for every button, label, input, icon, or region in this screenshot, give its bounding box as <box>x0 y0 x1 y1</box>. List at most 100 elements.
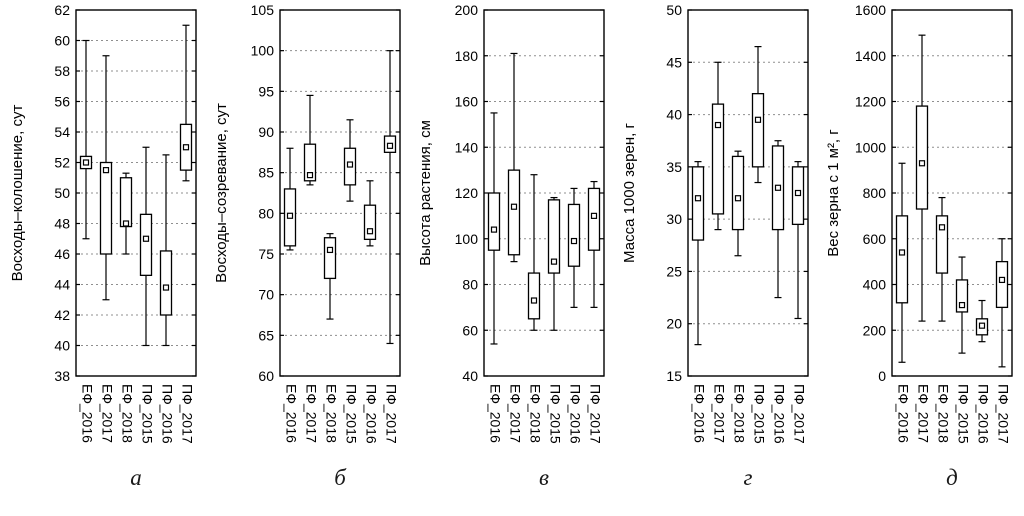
mean-marker <box>918 160 926 167</box>
gridlines <box>280 50 400 336</box>
boxplot-ПФ_2015 <box>955 256 969 354</box>
mean-marker <box>326 246 334 254</box>
boxplots <box>895 34 1009 368</box>
boxplot-ЕФ_2016 <box>487 112 501 345</box>
gridlines <box>892 55 1012 331</box>
x-tick-label: ЕФ_2016 <box>692 384 708 443</box>
boxplot-ЕФ_2017 <box>303 94 317 186</box>
mean-marker <box>590 212 598 219</box>
boxplot-ЕФ_2017 <box>915 34 929 322</box>
x-tick-label: ЕФ_2018 <box>936 384 952 443</box>
y-tick-label: 35 <box>666 159 682 175</box>
y-tick-label: 800 <box>863 185 887 201</box>
mean-marker <box>550 258 558 265</box>
x-tick-label: ЕФ_2017 <box>100 384 116 443</box>
y-tick-label: 46 <box>54 246 70 262</box>
x-tick-label: ПФ_2016 <box>160 384 176 444</box>
plot-frame <box>687 9 809 377</box>
boxplot-ЕФ_2017 <box>507 52 521 263</box>
y-tick-label: 52 <box>54 155 70 171</box>
panel-letter-b: б <box>334 465 346 490</box>
y-tick-label: 25 <box>666 263 682 279</box>
y-tick-label: 20 <box>666 316 682 332</box>
mean-marker <box>978 322 986 329</box>
mean-marker <box>898 249 906 256</box>
mean-marker <box>510 203 518 210</box>
boxplot-ЕФ_2018 <box>527 174 541 331</box>
x-tick-label: ПФ_2015 <box>548 384 564 444</box>
y-tick-label: 200 <box>455 2 479 18</box>
x-tick-label: ПФ_2016 <box>364 384 380 444</box>
chart-grain-mass-1000: ЕФ_2016 ЕФ_2017 ЕФ_2018 ПФ_2015 ПФ_2016 ПФ_20… <box>614 0 818 460</box>
x-tick-label: ЕФ_2016 <box>488 384 504 443</box>
mean-marker <box>694 195 702 202</box>
y-tick-label: 58 <box>54 63 70 79</box>
x-tick-label: ПФ_2016 <box>976 384 992 444</box>
boxplot-ПФ_2015 <box>547 196 561 331</box>
boxplot-ЕФ_2016 <box>691 161 705 346</box>
y-tick-label: 44 <box>54 277 70 293</box>
mean-marker <box>754 116 762 123</box>
mean-marker <box>386 142 394 149</box>
panel-letter-g: г <box>743 465 753 490</box>
boxplot-ПФ_2016 <box>771 140 785 299</box>
y-tick-label: 600 <box>863 231 887 247</box>
boxplot-ЕФ_2016 <box>895 162 909 363</box>
x-tick-label: ЕФ_2018 <box>120 384 136 443</box>
boxplot-ЕФ_2017 <box>99 55 113 301</box>
mean-marker <box>142 235 150 242</box>
mean-marker <box>286 212 294 219</box>
y-axis-label: Высота растения, см <box>417 120 434 266</box>
boxplot-ЕФ_2016 <box>283 147 297 251</box>
y-tick-label: 65 <box>258 327 274 343</box>
y-tick-label: 95 <box>258 83 274 99</box>
y-tick-label: 48 <box>54 216 70 232</box>
y-tick-label: 70 <box>258 287 274 303</box>
boxplot-ЕФ_2017 <box>711 61 725 231</box>
y-tick-label: 30 <box>666 211 682 227</box>
y-tick-label: 1600 <box>855 2 886 18</box>
y-axis: 60 65 70 75 80 85 90 95 100 105 <box>251 2 400 384</box>
x-tick-label: ЕФ_2016 <box>80 384 96 443</box>
x-tick-label: ПФ_2016 <box>568 384 584 444</box>
panel-a: ЕФ_2016 ЕФ_2017 ЕФ_2018 ПФ_2015 ПФ_2016 ПФ_20… <box>2 0 206 500</box>
boxplot-ПФ_2016 <box>159 154 173 347</box>
mean-marker <box>774 184 782 191</box>
x-tick-label: ЕФ_2016 <box>284 384 300 443</box>
y-tick-label: 200 <box>863 322 887 338</box>
chart-emergence-maturation: ЕФ_2016 ЕФ_2017 ЕФ_2018 ПФ_2015 ПФ_2016 ПФ_20… <box>206 0 410 460</box>
x-tick-label: ЕФ_2018 <box>732 384 748 443</box>
y-tick-label: 1000 <box>855 139 886 155</box>
panel-letter-a: а <box>130 465 142 490</box>
y-tick-label: 40 <box>666 107 682 123</box>
chart-grain-weight-m2: ЕФ_2016 ЕФ_2017 ЕФ_2018 ПФ_2015 ПФ_2016 ПФ_20… <box>818 0 1022 460</box>
y-tick-label: 60 <box>54 33 70 49</box>
boxplot-ЕФ_2016 <box>79 39 93 240</box>
mean-marker <box>958 301 966 309</box>
y-tick-label: 80 <box>258 205 274 221</box>
mean-marker <box>102 167 110 174</box>
mean-marker <box>122 220 130 227</box>
boxplot-ЕФ_2018 <box>323 233 337 320</box>
y-tick-label: 54 <box>54 124 70 140</box>
y-tick-label: 180 <box>455 48 479 64</box>
mean-marker <box>734 195 742 202</box>
y-tick-label: 45 <box>666 54 682 70</box>
mean-marker <box>182 144 190 151</box>
chart-svg: ЕФ_2016 ЕФ_2017 ЕФ_2018 ПФ_2015 ПФ_2016 ПФ_20… <box>621 2 809 444</box>
y-tick-label: 40 <box>462 368 478 384</box>
mean-marker <box>938 224 946 231</box>
y-axis-label: Масса 1000 зерен, г <box>621 123 638 263</box>
mean-marker <box>714 121 722 129</box>
boxplot-ПФ_2015 <box>139 146 153 347</box>
boxplot-ЕФ_2018 <box>731 150 745 257</box>
mean-marker <box>998 276 1006 284</box>
x-tick-label: ПФ_2015 <box>752 384 768 444</box>
boxplot-figure: ЕФ_2016 ЕФ_2017 ЕФ_2018 ПФ_2015 ПФ_2016 ПФ_20… <box>2 0 1022 500</box>
boxplot-ПФ_2017 <box>179 24 193 182</box>
panel-letter-v: в <box>539 465 549 490</box>
y-axis: 38 40 42 44 46 48 50 52 54 56 58 60 62 <box>54 2 196 384</box>
boxplot-ПФ_2017 <box>995 238 1009 368</box>
y-tick-label: 62 <box>54 2 70 18</box>
plot-frame <box>279 9 401 377</box>
